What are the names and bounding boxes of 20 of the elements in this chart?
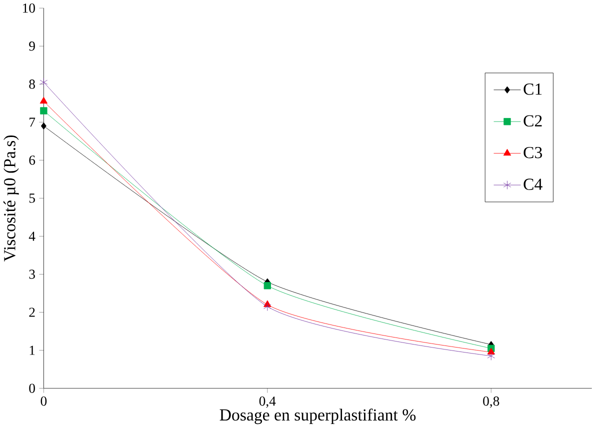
x-axis-title: Dosage en superplastifiant % — [220, 408, 416, 424]
y-tick-label: 1 — [30, 346, 35, 356]
y-tick-label: 4 — [28, 232, 36, 241]
y-tick-label: 0 — [29, 384, 35, 394]
y-axis-title: Viscosité µ0 (Pa.s) — [4, 136, 19, 262]
x-tick-label: 0 — [40, 396, 47, 406]
legend-label: C1 — [524, 84, 542, 96]
y-tick-label: 6 — [29, 156, 36, 165]
y-tick-label: 3 — [29, 270, 35, 280]
legend-label: C4 — [524, 178, 542, 190]
y-tick-label: 9 — [29, 42, 35, 51]
y-tick-label: 7 — [30, 118, 36, 127]
x-tick-label: 0,8 — [483, 396, 500, 408]
y-tick-label: 5 — [29, 194, 35, 203]
y-tick-label: 2 — [29, 308, 35, 317]
y-tick-label: 8 — [29, 80, 35, 89]
legend-label: C3 — [524, 147, 542, 158]
x-tick-label: 0,4 — [259, 396, 276, 408]
legend-label: C2 — [524, 115, 542, 127]
y-tick-label: 10 — [23, 4, 35, 13]
